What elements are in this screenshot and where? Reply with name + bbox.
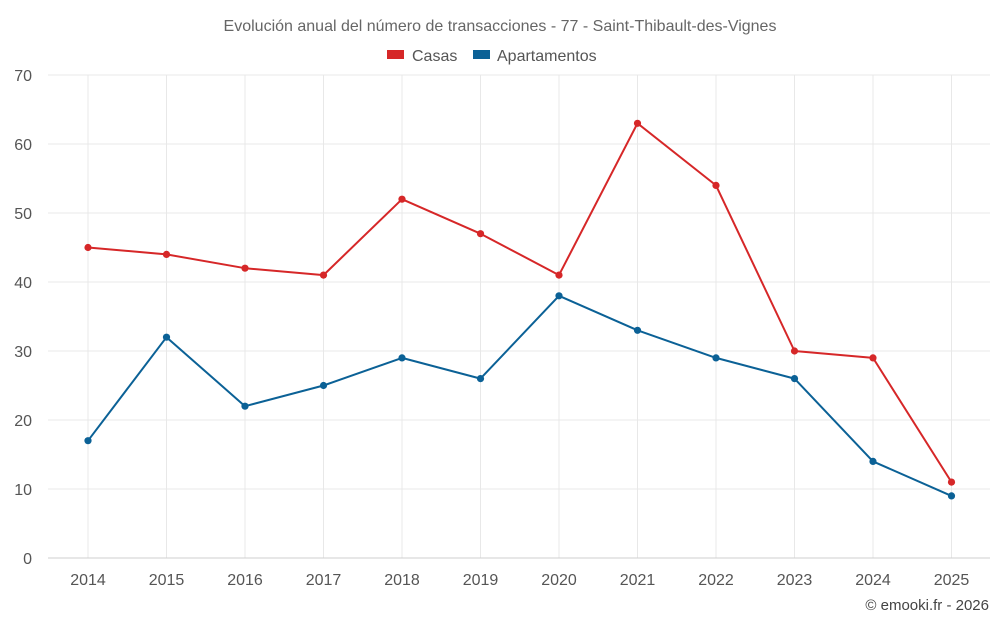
data-point-casas-2023[interactable]: [790, 347, 799, 355]
data-point-casas-2017[interactable]: [319, 271, 328, 279]
legend-swatch-apartamentos: [473, 50, 490, 59]
data-point-casas-2019[interactable]: [476, 230, 485, 238]
y-tick-label: 10: [14, 482, 32, 499]
x-tick-label: 2017: [306, 572, 342, 589]
data-point-casas-2018[interactable]: [398, 195, 406, 203]
chart-title: Evolución anual del número de transaccio…: [224, 18, 777, 35]
y-tick-label: 70: [14, 68, 32, 85]
y-axis-ticks: 0 10 20 30 40 50 60 70: [14, 68, 32, 568]
data-point-casas-2021[interactable]: [633, 119, 642, 127]
data-point-casas-2025[interactable]: [947, 478, 956, 486]
series-casas: [84, 119, 956, 486]
data-point-casas-2016[interactable]: [241, 264, 249, 272]
data-point-casas-2024[interactable]: [869, 354, 877, 362]
y-tick-label: 0: [23, 551, 32, 568]
data-point-apartamentos-2017[interactable]: [319, 381, 328, 390]
x-tick-label: 2024: [855, 572, 891, 589]
y-tick-label: 40: [14, 275, 32, 292]
x-tick-label: 2015: [149, 572, 185, 589]
data-point-apartamentos-2024[interactable]: [869, 457, 877, 465]
legend-label-apartamentos: Apartamentos: [497, 48, 597, 65]
data-point-apartamentos-2022[interactable]: [712, 354, 720, 362]
legend-item-apartamentos[interactable]: Apartamentos: [473, 48, 597, 65]
x-tick-label: 2025: [934, 572, 970, 589]
data-point-casas-2020[interactable]: [555, 271, 563, 279]
data-point-apartamentos-2016[interactable]: [241, 402, 249, 410]
data-point-casas-2022[interactable]: [712, 181, 720, 189]
data-point-apartamentos-2018[interactable]: [398, 354, 406, 362]
series: [84, 119, 956, 500]
x-tick-label: 2023: [777, 572, 813, 589]
series-line-apartamentos: [87, 294, 952, 497]
x-tick-label: 2018: [384, 572, 420, 589]
x-tick-label: 2014: [70, 572, 106, 589]
y-tick-label: 50: [14, 206, 32, 223]
x-tick-label: 2020: [541, 572, 577, 589]
data-point-apartamentos-2023[interactable]: [790, 375, 799, 383]
y-tick-label: 60: [14, 137, 32, 154]
legend-label-casas: Casas: [412, 48, 457, 65]
data-point-apartamentos-2014[interactable]: [84, 437, 92, 445]
y-tick-label: 20: [14, 413, 32, 430]
legend-item-casas[interactable]: Casas: [387, 48, 457, 65]
grid: [48, 74, 990, 558]
data-point-apartamentos-2021[interactable]: [633, 326, 642, 334]
data-point-casas-2014[interactable]: [84, 243, 92, 252]
data-point-apartamentos-2015[interactable]: [162, 333, 171, 341]
x-tick-label: 2019: [463, 572, 499, 589]
data-point-apartamentos-2020[interactable]: [555, 292, 563, 300]
x-tick-label: 2016: [227, 572, 263, 589]
legend-swatch-casas: [387, 50, 404, 59]
series-line-casas: [87, 122, 953, 483]
x-axis-ticks: 2014 2015 2016 2017 2018 2019 2020 2021 2022 2023…: [70, 572, 969, 589]
y-tick-label: 30: [14, 344, 32, 361]
legend: Casas Apartamentos: [387, 48, 597, 65]
data-point-apartamentos-2019[interactable]: [476, 375, 485, 383]
series-apartamentos: [84, 292, 956, 500]
data-point-casas-2015[interactable]: [162, 250, 171, 258]
x-tick-label: 2022: [698, 572, 734, 589]
data-point-apartamentos-2025[interactable]: [947, 492, 956, 500]
credit-text: © emooki.fr - 2026: [865, 597, 989, 614]
x-tick-label: 2021: [620, 572, 656, 589]
